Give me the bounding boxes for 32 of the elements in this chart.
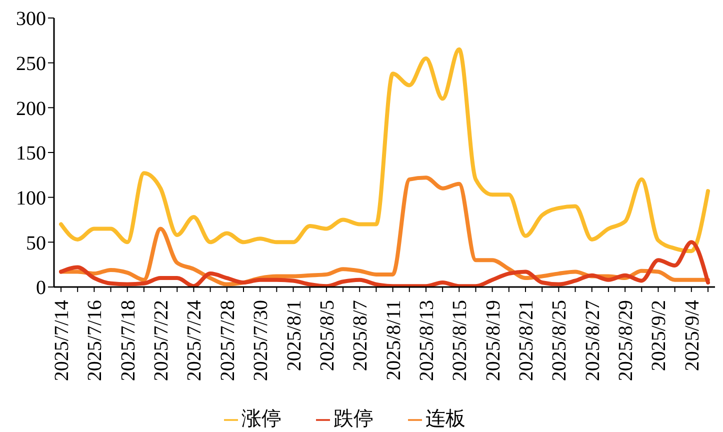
- y-tick-label: 50: [26, 232, 46, 254]
- x-tick-label: 2025/8/15: [449, 300, 472, 382]
- y-tick-label: 150: [16, 142, 46, 165]
- x-tick-label: 2025/8/27: [582, 300, 604, 382]
- x-tick-label: 2025/8/11: [382, 300, 405, 380]
- x-tick-label: 2025/8/25: [548, 300, 571, 382]
- x-tick-label: 2025/7/24: [184, 300, 206, 382]
- x-tick-label: 2025/7/18: [117, 300, 140, 382]
- y-tick-label: 250: [16, 52, 46, 75]
- legend-label: 跌停: [334, 408, 374, 430]
- line-series: [59, 47, 710, 254]
- x-tick-label: 2025/8/1: [283, 300, 306, 372]
- x-tick-label: 2025/9/2: [648, 300, 670, 372]
- x-tick-label: 2025/7/22: [150, 300, 173, 382]
- y-tick-label: 0: [36, 277, 46, 300]
- x-tick-label: 2025/8/21: [516, 300, 538, 382]
- x-tick-label: 2025/8/29: [615, 300, 638, 382]
- x-tick-label: 2025/7/16: [84, 300, 106, 382]
- x-tick-label: 2025/9/4: [681, 300, 704, 372]
- line-series: [59, 240, 710, 287]
- y-tick-label: 300: [16, 8, 46, 30]
- legend-label: 涨停: [242, 408, 282, 430]
- x-tick-label: 2025/7/14: [51, 300, 73, 382]
- legend-label: 连板: [426, 408, 466, 430]
- x-tick-label: 2025/8/19: [482, 300, 504, 382]
- x-tick-label: 2025/7/28: [216, 300, 239, 382]
- y-tick-label: 100: [16, 187, 46, 210]
- x-tick-label: 2025/7/30: [250, 300, 272, 382]
- x-tick-label: 2025/8/13: [416, 300, 438, 382]
- x-tick-label: 2025/8/5: [316, 300, 338, 372]
- y-tick-label: 200: [16, 98, 46, 120]
- x-tick-label: 2025/8/7: [350, 300, 372, 372]
